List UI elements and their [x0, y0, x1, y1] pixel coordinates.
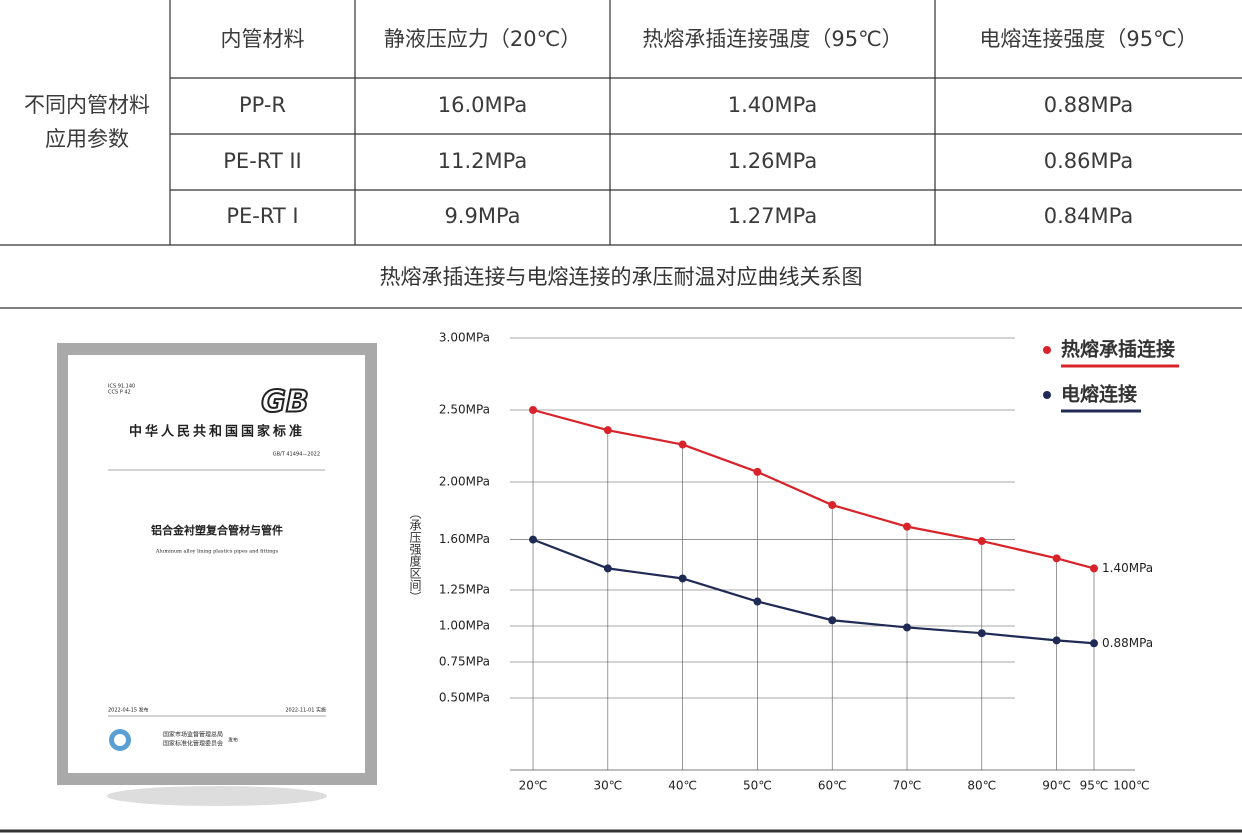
- ics: ICS 91.140: [108, 384, 135, 390]
- data-point: [678, 440, 687, 449]
- table-cell: 9.9MPa: [444, 204, 520, 228]
- y-tick-label: 3.00MPa: [439, 331, 490, 345]
- y-axis-label: （承压强度区间）: [408, 507, 422, 603]
- data-point: [753, 597, 762, 606]
- data-point: [1052, 636, 1061, 645]
- effective-date: 2022-11-01 实施: [285, 707, 326, 714]
- header-cell: 热熔承插连接强度（95℃）: [642, 27, 902, 51]
- table-cell: 0.84MPa: [1044, 204, 1133, 228]
- legend-label: 电熔连接: [1061, 383, 1137, 406]
- data-point: [1052, 554, 1061, 563]
- standard-cover: ICS 91.140 CCS P 42 GB 中华人民共和国国家标准 GB/T …: [57, 343, 377, 806]
- row-label: 不同内管材料: [24, 93, 150, 117]
- y-tick-label: 0.50MPa: [439, 691, 490, 705]
- data-point: [828, 616, 837, 625]
- y-tick-label: 0.75MPa: [439, 655, 490, 669]
- x-tick-label: 80℃: [967, 779, 996, 793]
- standard-code: GB/T 41494—2022: [273, 452, 320, 458]
- x-tick-label: 70℃: [893, 779, 922, 793]
- x-tick-label: 20℃: [519, 779, 548, 793]
- data-point: [529, 406, 538, 414]
- table-cell: 0.86MPa: [1044, 149, 1133, 173]
- table: 内管材料 静液压应力（20℃） 热熔承插连接强度（95℃） 电熔连接强度（95℃） PP…: [221, 27, 1198, 228]
- standard-org: 中华人民共和国国家标准: [129, 424, 305, 440]
- table-cell: PE-RT II: [223, 149, 301, 173]
- table-cell: PE-RT Ⅰ: [226, 204, 298, 228]
- issued-date: 2022-04-15 发布: [108, 707, 149, 714]
- value-label: 0.88MPa: [1102, 636, 1153, 650]
- issuer: 国家市场监督管理总局: [163, 731, 223, 739]
- data-point: [903, 623, 912, 632]
- y-tick-label: 2.50MPa: [439, 403, 490, 417]
- legend-marker: [1043, 391, 1051, 399]
- table-cell: PP-R: [239, 93, 286, 117]
- row-label: 应用参数: [45, 127, 129, 151]
- legend-marker: [1043, 346, 1051, 354]
- x-tick-label: 95℃: [1080, 779, 1109, 793]
- data-point: [828, 501, 837, 510]
- x-tick-label: 50℃: [743, 779, 772, 793]
- data-point: [529, 535, 538, 544]
- y-tick-label: 1.60MPa: [439, 532, 490, 546]
- legend-label: 热熔承插连接: [1061, 338, 1175, 361]
- series-line: [532, 538, 1095, 645]
- y-tick-label: 2.00MPa: [439, 475, 490, 489]
- data-point: [977, 629, 986, 638]
- publish: 发布: [228, 737, 238, 744]
- y-tick-label: 1.25MPa: [439, 583, 490, 597]
- standard-title: 铝合金衬塑复合管材与管件: [151, 523, 283, 537]
- data-point: [1090, 564, 1099, 573]
- table-cell: 11.2MPa: [438, 149, 527, 173]
- x-tick-label: 90℃: [1042, 779, 1071, 793]
- standard-subtitle: Aluminum alloy lining plastics pipes and…: [155, 549, 279, 555]
- data-point: [678, 574, 687, 583]
- ccs: CCS P 42: [108, 390, 131, 396]
- header-cell: 静液压应力（20℃）: [384, 27, 581, 51]
- chart: 0.50MPa 0.75MPa 1.00MPa 1.25MPa 1.60MPa 2.00M…: [439, 331, 1180, 793]
- gb-logo: GB: [261, 385, 309, 420]
- table-cell: 1.40MPa: [728, 93, 817, 117]
- x-tick-label: 40℃: [668, 779, 697, 793]
- series-line: [532, 408, 1095, 570]
- header-cell: 内管材料: [221, 27, 305, 51]
- data-point: [903, 522, 912, 531]
- y-tick-label: 1.00MPa: [439, 619, 490, 633]
- header-cell: 电熔连接强度（95℃）: [979, 27, 1197, 51]
- data-point: [977, 537, 986, 546]
- table-cell: 0.88MPa: [1044, 93, 1133, 117]
- table-cell: 1.26MPa: [728, 149, 817, 173]
- value-label: 1.40MPa: [1102, 561, 1153, 575]
- data-point: [753, 467, 762, 476]
- data-point: [1090, 639, 1099, 648]
- data-point: [603, 564, 612, 573]
- table-cell: 1.27MPa: [728, 204, 817, 228]
- data-point: [603, 426, 612, 435]
- x-tick-label: 30℃: [593, 779, 622, 793]
- chart-title: 热熔承插连接与电熔连接的承压耐温对应曲线关系图: [380, 265, 863, 289]
- issuer: 国家标准化管理委员会: [163, 740, 223, 748]
- x-tick-label: 60℃: [818, 779, 847, 793]
- x-tick-label: 100℃: [1113, 779, 1149, 793]
- table-cell: 16.0MPa: [438, 93, 527, 117]
